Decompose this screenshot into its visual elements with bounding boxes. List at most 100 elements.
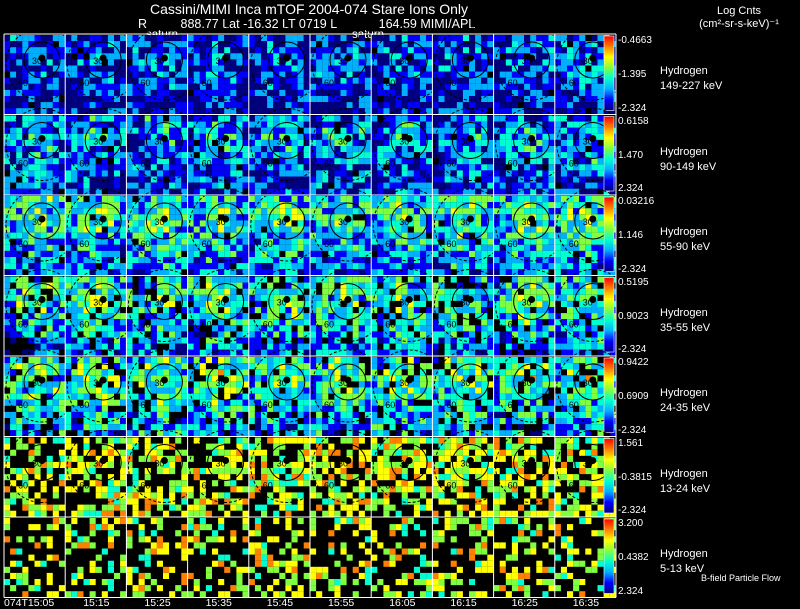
heatmap-pixel: [567, 77, 574, 84]
heatmap-pixel: [322, 307, 329, 314]
heatmap-pixel: [475, 232, 482, 239]
heatmap-pixel: [420, 208, 427, 215]
heatmap-pixel: [591, 108, 598, 115]
heatmap-pixel: [487, 269, 494, 276]
heatmap-pixel: [597, 146, 604, 153]
heatmap-pixel: [199, 214, 206, 221]
heatmap-pixel: [132, 307, 139, 314]
heatmap-pixel: [83, 152, 90, 159]
heatmap-pixel: [530, 257, 537, 264]
heatmap-pixel: [120, 146, 127, 153]
heatmap-pixel: [316, 263, 323, 270]
heatmap-pixel: [230, 188, 237, 195]
heatmap-pixel: [358, 35, 365, 42]
heatmap-pixel: [358, 121, 365, 128]
heatmap-pixel: [40, 307, 47, 314]
heatmap-pixel: [291, 300, 298, 307]
heatmap-pixel: [10, 77, 17, 84]
heatmap-pixel: [450, 202, 457, 209]
heatmap-pixel: [444, 158, 451, 165]
heatmap-pixel: [334, 53, 341, 60]
heatmap-pixel: [456, 337, 463, 344]
heatmap-pixel: [46, 65, 53, 72]
heatmap-pixel: [364, 196, 371, 203]
heatmap-pixel: [212, 170, 219, 177]
heatmap-pixel: [187, 226, 194, 233]
ring-30: [390, 41, 428, 79]
heatmap-pixel: [138, 300, 145, 307]
heatmap-pixel: [150, 202, 157, 209]
heatmap-pixel: [236, 53, 243, 60]
heatmap-pixel: [481, 300, 488, 307]
heatmap-pixel: [95, 343, 102, 350]
heatmap-pixel: [536, 47, 543, 54]
heatmap-pixel: [456, 244, 463, 251]
heatmap-pixel: [254, 300, 261, 307]
heatmap-pixel: [205, 115, 212, 122]
heatmap-pixel: [597, 244, 604, 251]
ring-label-30: 30: [399, 56, 409, 66]
heatmap-pixel: [138, 250, 145, 257]
heatmap-pixel: [248, 102, 255, 109]
heatmap-pixel: [107, 102, 114, 109]
heatmap-pixel: [144, 35, 151, 42]
heatmap-pixel: [328, 232, 335, 239]
heatmap-pixel: [591, 188, 598, 195]
heatmap-pixel: [212, 102, 219, 109]
heatmap-pixel: [426, 65, 433, 72]
heatmap-pixel: [591, 208, 598, 215]
heatmap-pixel: [505, 307, 512, 314]
heatmap-pixel: [346, 182, 353, 189]
ring-label-60: 60: [446, 239, 456, 249]
heatmap-pixel: [475, 53, 482, 60]
heatmap-pixel: [101, 313, 108, 320]
heatmap-pixel: [242, 41, 249, 48]
heatmap-pixel: [530, 139, 537, 146]
heatmap-pixel: [487, 89, 494, 96]
heatmap-pixel: [505, 208, 512, 215]
heatmap-pixel: [358, 164, 365, 171]
heatmap-pixel: [4, 158, 11, 165]
heatmap-pixel: [156, 89, 163, 96]
heatmap-pixel: [199, 182, 206, 189]
heatmap-pixel: [175, 89, 182, 96]
heatmap-pixel: [511, 196, 518, 203]
heatmap-pixel: [40, 188, 47, 195]
heatmap-pixel: [358, 220, 365, 227]
heatmap-pixel: [493, 146, 500, 153]
heatmap-pixel: [40, 176, 47, 183]
heatmap-pixel: [114, 269, 121, 276]
heatmap-pixel: [89, 146, 96, 153]
heatmap-pixel: [273, 59, 280, 66]
heatmap-pixel: [334, 337, 341, 344]
heatmap-pixel: [554, 269, 561, 276]
heatmap-pixel: [395, 77, 402, 84]
heatmap-pixel: [597, 108, 604, 115]
heatmap-pixel: [230, 250, 237, 257]
heatmap-pixel: [322, 139, 329, 146]
heatmap-pixel: [462, 152, 469, 159]
heatmap-pixel: [499, 89, 506, 96]
heatmap-pixel: [358, 349, 365, 356]
heatmap-pixel: [83, 77, 90, 84]
heatmap-pixel: [212, 343, 219, 350]
heatmap-pixel: [426, 307, 433, 314]
heatmap-pixel: [199, 196, 206, 203]
heatmap-pixel: [420, 250, 427, 257]
heatmap-pixel: [28, 170, 35, 177]
heatmap-pixel: [518, 108, 525, 115]
heatmap-pixel: [426, 71, 433, 78]
heatmap-pixel: [285, 232, 292, 239]
heatmap-pixel: [169, 331, 176, 338]
heatmap-pixel: [285, 337, 292, 344]
heatmap-pixel: [248, 288, 255, 295]
heatmap-pixel: [499, 214, 506, 221]
heatmap-pixel: [352, 47, 359, 54]
heatmap-pixel: [22, 294, 29, 301]
heatmap-pixel: [328, 294, 335, 301]
heatmap-pixel: [420, 41, 427, 48]
heatmap-pixel: [52, 282, 59, 289]
heatmap-pixel: [224, 115, 231, 122]
heatmap-pixel: [83, 226, 90, 233]
heatmap-pixel: [101, 208, 108, 215]
